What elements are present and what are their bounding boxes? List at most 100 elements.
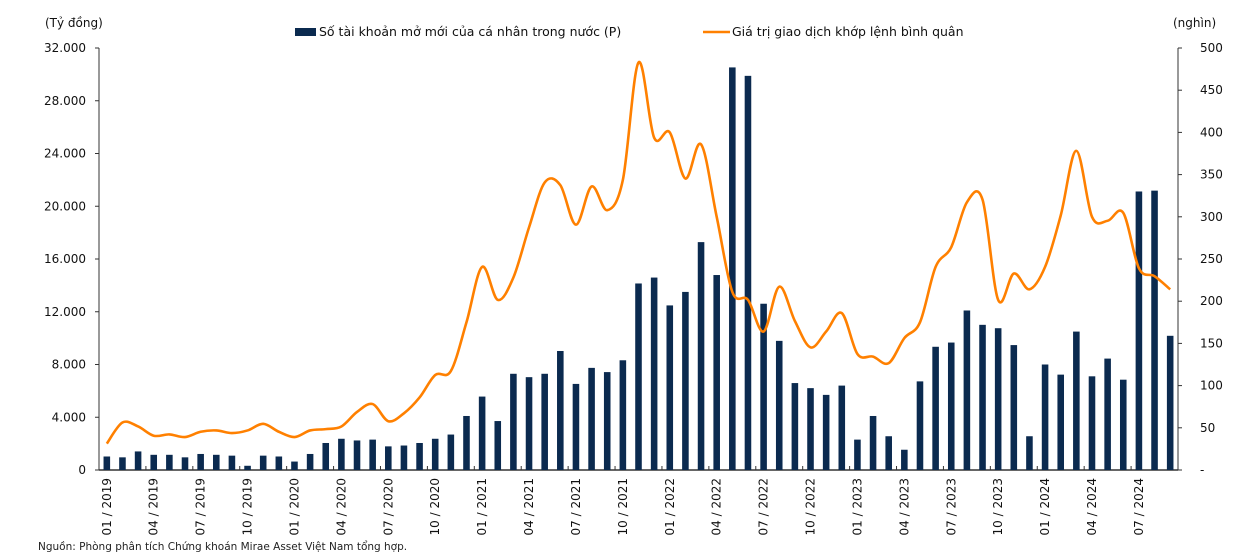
legend-label-bar: Số tài khoản mở mới của cá nhân trong nư… (319, 24, 621, 39)
bar (1010, 345, 1018, 470)
bar (901, 449, 908, 470)
bar (697, 242, 705, 470)
bar (775, 340, 783, 470)
bar (134, 451, 142, 470)
bar (275, 456, 283, 470)
bar (1166, 335, 1174, 470)
bar (416, 442, 423, 470)
bar (979, 324, 986, 470)
left-tick-label: 28.000 (44, 94, 86, 108)
bar (572, 383, 580, 470)
left-tick-label: 20.000 (44, 199, 86, 213)
x-tick-label: 04 / 2023 (897, 478, 911, 535)
x-tick-label: 04 / 2021 (522, 478, 536, 535)
bar (431, 438, 439, 470)
bar (838, 385, 846, 470)
right-tick-label: 400 (1200, 125, 1223, 139)
right-tick-label: 50 (1200, 421, 1215, 435)
bar (447, 434, 455, 470)
left-tick-label: 16.000 (44, 252, 86, 266)
bar (1088, 376, 1096, 470)
bar (1151, 190, 1158, 471)
x-tick-label: 07 / 2019 (194, 478, 208, 535)
x-tick-label: 04 / 2024 (1085, 478, 1099, 535)
bar (322, 442, 330, 470)
bar (525, 377, 533, 470)
x-tick-label: 07 / 2022 (757, 478, 771, 535)
x-tick-label: 04 / 2019 (147, 478, 161, 535)
bar (306, 453, 314, 470)
x-tick-label: 10 / 2019 (241, 478, 255, 535)
left-axis-label: (Tỷ đồng) (45, 16, 103, 30)
right-tick-label: 350 (1200, 168, 1223, 182)
bar (1135, 191, 1143, 471)
bar (494, 421, 502, 470)
bar (1057, 374, 1065, 470)
left-tick-label: 8.000 (52, 358, 86, 372)
right-tick-label: 300 (1200, 210, 1223, 224)
series-line-avg-matched-value (105, 61, 1172, 445)
x-tick-label: 07 / 2023 (944, 478, 958, 535)
bar (478, 396, 486, 470)
legend-swatch-bar (295, 28, 316, 36)
left-tick-label: 0 (78, 463, 86, 477)
bar (244, 465, 251, 470)
bar (1073, 331, 1080, 470)
bar (291, 461, 298, 470)
x-tick-label: 01 / 2021 (475, 478, 489, 535)
bar (822, 394, 830, 470)
bar (666, 305, 674, 470)
x-tick-label: 01 / 2024 (1038, 478, 1052, 535)
x-tick-label: 07 / 2021 (569, 478, 583, 535)
bar (1026, 436, 1033, 470)
right-tick-label: 500 (1200, 41, 1223, 55)
bar (588, 367, 595, 470)
x-tick-label: 10 / 2020 (428, 478, 442, 535)
bar (603, 372, 611, 470)
bar (729, 67, 736, 471)
bar (885, 436, 892, 470)
bar (994, 328, 1002, 470)
right-tick-label: - (1200, 463, 1204, 477)
bar (166, 454, 173, 470)
bar (463, 415, 470, 470)
right-axis-label: (nghìn) (1173, 16, 1216, 30)
x-tick-label: 10 / 2023 (991, 478, 1005, 535)
x-tick-label: 07 / 2020 (381, 478, 395, 535)
bar (713, 275, 720, 470)
left-tick-label: 24.000 (44, 147, 86, 161)
bar (1119, 379, 1127, 470)
bar (338, 438, 345, 470)
bar (150, 454, 158, 470)
bar (1041, 364, 1049, 470)
right-tick-label: 450 (1200, 83, 1223, 97)
bar (947, 342, 955, 470)
bar (181, 457, 189, 470)
bar (103, 456, 111, 470)
legend: Số tài khoản mở mới của cá nhân trong nư… (295, 24, 964, 39)
x-tick-label: 01 / 2023 (850, 478, 864, 535)
bar (791, 383, 799, 470)
bar (744, 75, 752, 471)
bar (650, 277, 658, 470)
left-tick-label: 32.000 (44, 41, 86, 55)
x-tick-label: 10 / 2021 (616, 478, 630, 535)
bar (541, 373, 548, 470)
bar (400, 445, 408, 470)
bar (385, 446, 392, 470)
bar (197, 453, 204, 470)
bar (353, 440, 361, 470)
bar (619, 360, 627, 470)
x-tick-label: 07 / 2024 (1132, 478, 1146, 535)
bar (259, 455, 267, 470)
bar (682, 291, 689, 470)
x-tick-label: 04 / 2022 (710, 478, 724, 535)
bar (212, 454, 220, 470)
bar (932, 346, 939, 470)
left-tick-label: 12.000 (44, 305, 86, 319)
bar (916, 381, 924, 470)
x-tick-label: 01 / 2022 (663, 478, 677, 535)
bar (119, 457, 126, 470)
right-tick-label: 100 (1200, 379, 1223, 393)
